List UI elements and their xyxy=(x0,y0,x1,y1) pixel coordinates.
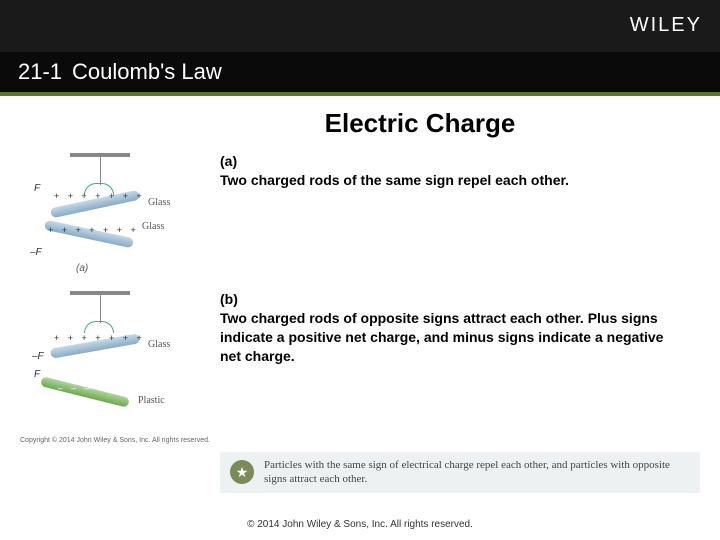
item-a-label: (a) xyxy=(220,153,246,169)
figure-a-col: + + + + + + + Glass F + + + + + + + Glas… xyxy=(20,153,220,283)
content-area: Electric Charge + + + + + + + Glass F + … xyxy=(0,96,720,493)
force-negf-b: –F xyxy=(32,351,44,362)
item-a-row: + + + + + + + Glass F + + + + + + + Glas… xyxy=(20,153,700,283)
section-number: 21-1 xyxy=(18,59,62,85)
force-negf-a: –F xyxy=(30,247,42,258)
page-title: Electric Charge xyxy=(140,108,700,139)
figure-copyright: Copyright © 2014 John Wiley & Sons, Inc.… xyxy=(20,437,220,444)
force-f-b: F xyxy=(34,369,40,380)
item-b-text: Two charged rods of opposite signs attra… xyxy=(220,309,670,366)
force-f-a: F xyxy=(34,183,40,194)
stand-a xyxy=(70,153,130,185)
figure-b-col: + + + + + + + Glass –F – – – – – – – Pla… xyxy=(20,291,220,444)
section-bar: 21-1 Coulomb's Law xyxy=(0,52,720,92)
glass-label-a1: Glass xyxy=(148,197,170,208)
item-b-row: + + + + + + + Glass –F – – – – – – – Pla… xyxy=(20,291,700,444)
stand-b xyxy=(70,291,130,323)
wiley-logo: WILEY xyxy=(630,14,702,37)
minus-signs-b: – – – – – – – xyxy=(44,383,133,393)
item-a-text-col: (a) Two charged rods of the same sign re… xyxy=(220,153,700,283)
glass-label-b: Glass xyxy=(148,339,170,350)
item-b-text-col: (b) Two charged rods of opposite signs a… xyxy=(220,291,700,444)
plus-signs-a2: + + + + + + + xyxy=(48,225,139,235)
section-title: Coulomb's Law xyxy=(72,59,222,85)
item-a-text: Two charged rods of the same sign repel … xyxy=(220,171,670,190)
figure-a: + + + + + + + Glass F + + + + + + + Glas… xyxy=(20,153,220,283)
callout-text: Particles with the same sign of electric… xyxy=(264,458,690,487)
key-callout: ★ Particles with the same sign of electr… xyxy=(220,452,700,493)
header-bar: WILEY xyxy=(0,0,720,52)
plus-signs-b: + + + + + + + xyxy=(54,333,145,343)
figure-b: + + + + + + + Glass –F – – – – – – – Pla… xyxy=(20,291,220,431)
figure-a-sublabel: (a) xyxy=(76,263,88,274)
plastic-label-b: Plastic xyxy=(138,395,165,406)
star-icon: ★ xyxy=(230,460,254,484)
rotation-arrow-b xyxy=(84,321,114,333)
item-b-label: (b) xyxy=(220,291,246,307)
plus-signs-a1: + + + + + + + xyxy=(54,191,145,201)
footer-copyright: © 2014 John Wiley & Sons, Inc. All right… xyxy=(0,519,720,530)
glass-label-a2: Glass xyxy=(142,221,164,232)
